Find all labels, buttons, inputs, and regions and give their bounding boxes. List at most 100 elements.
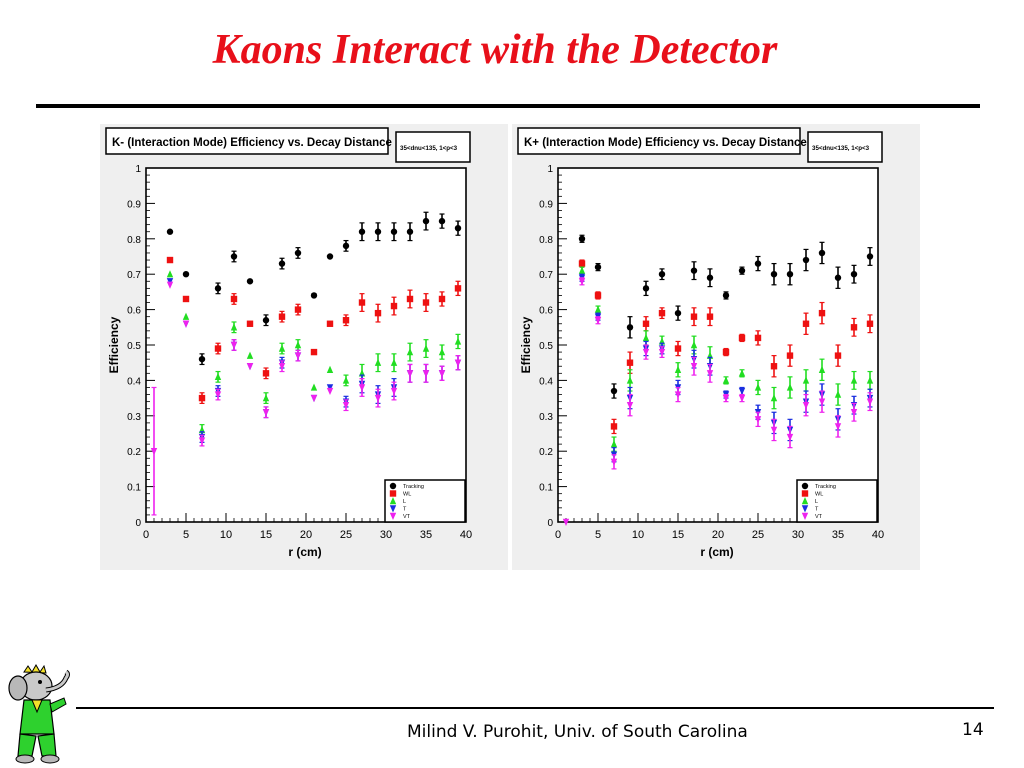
cuts-label: 35<dnu<135, 1<p<3: [400, 145, 458, 152]
y-tick-label: 0.6: [127, 306, 141, 317]
data-point-wl: [850, 324, 858, 331]
data-point-l: [406, 348, 414, 356]
data-point-wl: [182, 295, 190, 303]
data-point-l: [690, 341, 698, 349]
legend-marker: [389, 482, 397, 490]
data-point-tracking: [214, 285, 222, 292]
legend-label: T: [815, 507, 819, 513]
series-vt: [150, 281, 462, 516]
data-point-vt: [422, 370, 430, 378]
data-point-wl: [802, 320, 810, 327]
data-point-wl: [294, 306, 302, 313]
data-point-vt: [658, 348, 666, 357]
data-point-tracking: [246, 278, 254, 285]
data-point-l: [438, 348, 446, 356]
y-tick-label: 0.7: [539, 270, 553, 281]
chart-title-box: [517, 127, 801, 155]
k-plus-chart-svg: K+ (Interaction Mode) Efficiency vs. Dec…: [517, 127, 884, 559]
data-point-tracking: [818, 249, 826, 257]
data-point-vt: [374, 394, 382, 403]
plot-frame: [145, 167, 467, 523]
data-point-wl: [578, 260, 586, 267]
chart-title: K+ (Interaction Mode) Efficiency vs. Dec…: [524, 137, 807, 149]
y-tick-label: 1: [135, 164, 141, 175]
legend-marker: [389, 505, 397, 513]
data-point-tracking: [438, 217, 446, 225]
data-point-wl: [230, 295, 238, 303]
k-minus-efficiency-plot: K- (Interaction Mode) Efficiency vs. Dec…: [100, 124, 508, 570]
data-point-wl: [262, 370, 270, 377]
legend-label: Tracking: [403, 484, 424, 490]
cuts-label: 35<dnu<135, 1<p<3: [812, 145, 870, 152]
data-point-tracking: [390, 228, 398, 235]
plot-frame: [557, 167, 879, 523]
data-point-wl: [674, 345, 682, 352]
data-point-tracking: [406, 228, 414, 235]
data-point-wl: [594, 292, 602, 299]
x-tick-label: 35: [420, 529, 432, 541]
data-point-tracking: [834, 274, 842, 281]
data-point-vt: [358, 384, 366, 392]
data-point-l: [342, 376, 350, 384]
y-tick-label: 0.2: [539, 447, 553, 458]
x-tick-label: 30: [380, 529, 392, 541]
y-tick-label: 0: [135, 518, 141, 529]
data-point-wl: [310, 348, 318, 356]
series-tracking: [166, 211, 462, 366]
data-point-tracking: [230, 253, 238, 260]
data-point-tracking: [310, 292, 318, 299]
data-point-vt: [198, 437, 206, 445]
y-tick-label: 0.9: [127, 199, 141, 210]
data-point-vt: [326, 387, 334, 396]
x-tick-label: 35: [832, 529, 844, 541]
legend-marker: [801, 490, 809, 497]
data-point-wl: [358, 299, 366, 306]
title-rule: [36, 104, 980, 108]
data-point-tracking: [770, 271, 778, 278]
data-point-vt: [722, 394, 730, 403]
legend-marker: [389, 512, 397, 520]
x-tick-label: 5: [595, 529, 601, 541]
legend-marker: [801, 497, 809, 505]
legend-label: VT: [815, 514, 823, 520]
data-point-t: [738, 387, 746, 396]
data-point-tracking: [422, 217, 430, 225]
y-tick-label: 0.2: [127, 447, 141, 458]
data-point-tracking: [850, 271, 858, 278]
x-tick-label: 20: [712, 529, 724, 541]
legend-marker: [389, 490, 397, 497]
data-point-l: [310, 383, 318, 391]
cuts-label-box: [395, 131, 471, 163]
data-point-tracking: [326, 253, 334, 260]
data-point-tracking: [786, 271, 794, 278]
y-axis-label: Efficiency: [519, 316, 533, 373]
data-point-wl: [642, 320, 650, 327]
series-l: [166, 270, 462, 436]
x-axis-label: r (cm): [700, 545, 733, 559]
legend-label: WL: [815, 492, 823, 498]
x-tick-label: 15: [260, 529, 272, 541]
x-tick-label: 5: [183, 529, 189, 541]
data-point-vt: [406, 370, 414, 378]
data-point-vt: [834, 423, 842, 431]
y-axis-label: Efficiency: [107, 316, 121, 373]
legend-label: L: [815, 499, 818, 505]
x-tick-label: 40: [460, 529, 472, 541]
cuts-label-box: [807, 131, 883, 163]
y-tick-label: 0.5: [539, 341, 553, 352]
data-point-wl: [342, 317, 350, 324]
y-tick-label: 0: [547, 518, 553, 529]
legend-box: [384, 479, 466, 523]
data-point-wl: [786, 352, 794, 359]
data-point-l: [834, 390, 842, 398]
x-tick-label: 25: [752, 529, 764, 541]
data-point-wl: [438, 295, 446, 303]
data-point-l: [642, 333, 650, 342]
data-point-wl: [834, 352, 842, 359]
data-point-vt: [166, 281, 174, 289]
data-point-wl: [406, 295, 414, 303]
data-point-tracking: [278, 260, 286, 267]
data-point-tracking: [374, 228, 382, 235]
data-point-tracking: [866, 253, 874, 260]
